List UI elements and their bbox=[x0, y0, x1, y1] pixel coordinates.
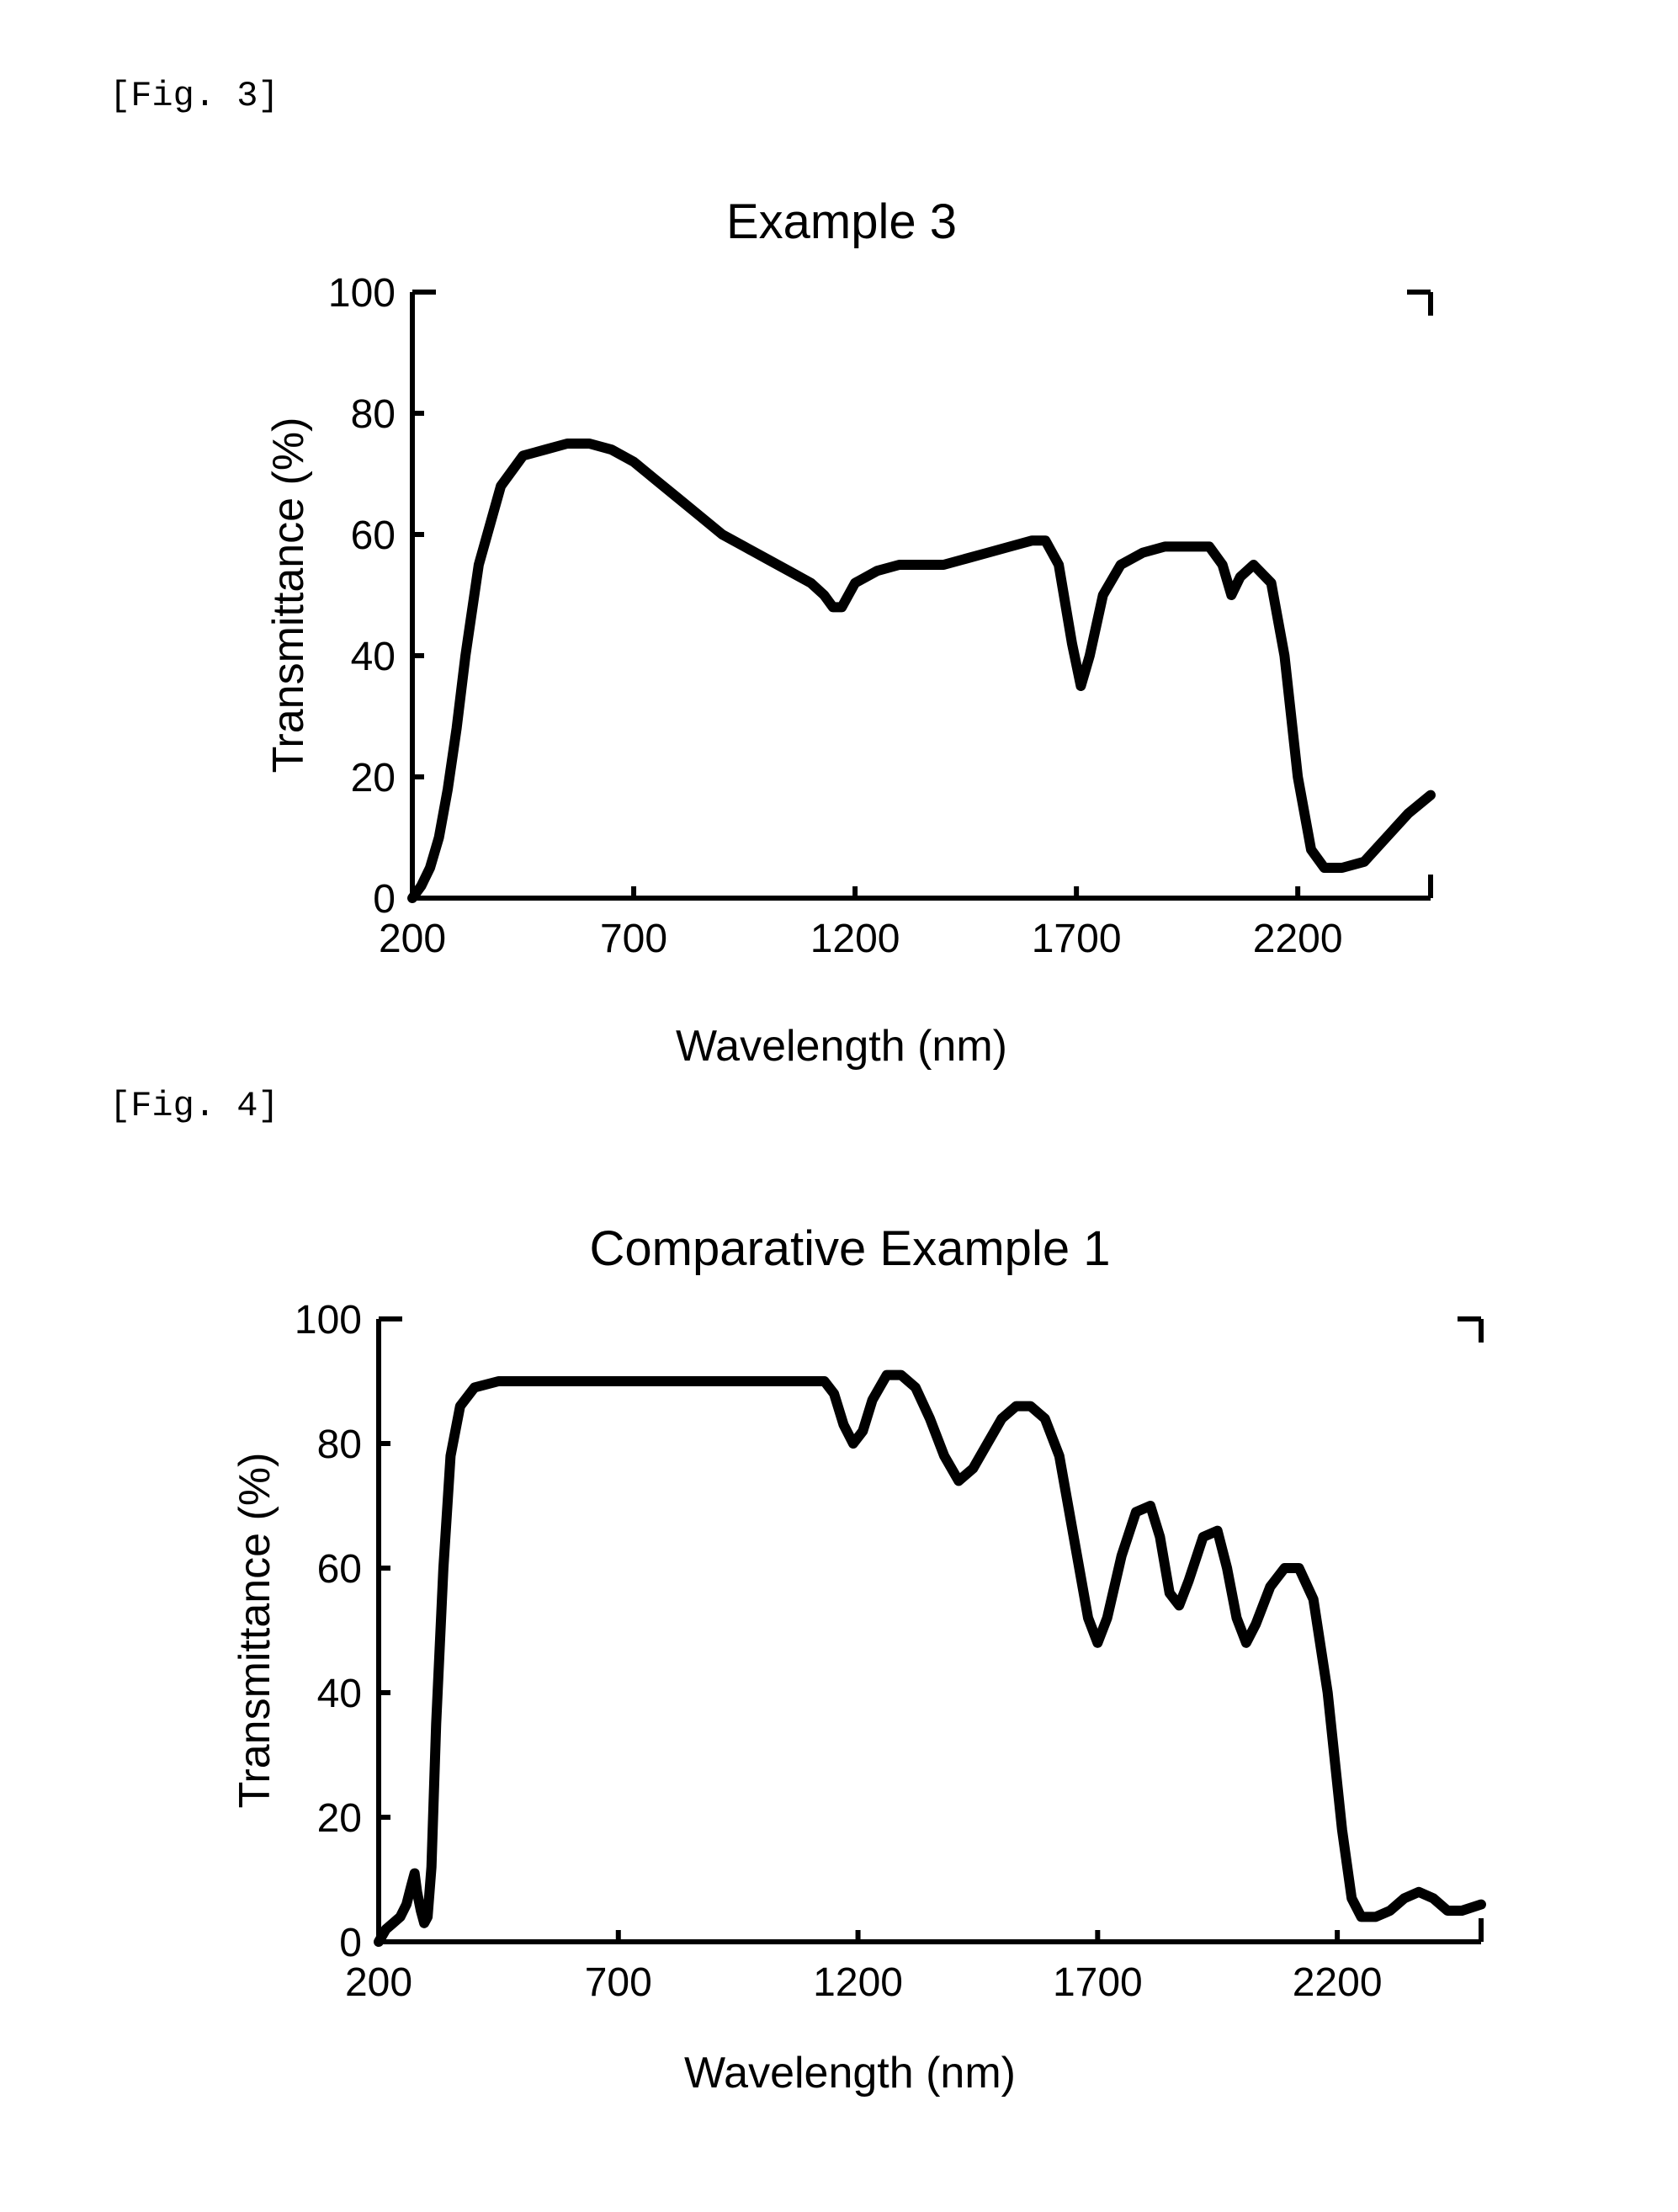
xtick-label: 200 bbox=[345, 1960, 412, 2005]
xtick-label: 2200 bbox=[1253, 917, 1343, 961]
ytick-label: 60 bbox=[317, 1547, 362, 1592]
ytick-label: 100 bbox=[328, 271, 396, 316]
xtick-label: 200 bbox=[379, 917, 446, 961]
chart1-title: Example 3 bbox=[219, 194, 1464, 250]
chart-example3-block: Example 3 0 20 40 60 80 100 200 700 1200 1700 2200… bbox=[219, 194, 1464, 1071]
xtick-label: 2200 bbox=[1293, 1960, 1383, 2005]
ytick-label: 80 bbox=[317, 1422, 362, 1467]
xtick-label: 700 bbox=[585, 1960, 652, 2005]
chart1-svg: 0 20 40 60 80 100 200 700 1200 1700 2200 Transmitta… bbox=[219, 258, 1464, 1016]
ytick-label: 0 bbox=[373, 877, 396, 922]
xtick-label: 1200 bbox=[813, 1960, 903, 2005]
ytick-label: 20 bbox=[317, 1796, 362, 1841]
page-container: [Fig. 3] Example 3 020406080100200700120… bbox=[0, 0, 1678, 2212]
chart2-svg: 0 20 40 60 80 100 200 700 1200 1700 2200 Transmitta… bbox=[185, 1285, 1515, 2043]
data-series-line bbox=[379, 1375, 1481, 1942]
xtick-label: 1700 bbox=[1032, 917, 1122, 961]
ytick-label: 100 bbox=[295, 1298, 362, 1343]
data-series-line bbox=[412, 444, 1431, 898]
chart2-xlabel: Wavelength (nm) bbox=[185, 2048, 1515, 2098]
xtick-label: 1200 bbox=[810, 917, 900, 961]
figure4-label: [Fig. 4] bbox=[109, 1086, 279, 1126]
chart-comp1-block: Comparative Example 1 0 20 40 60 80 100 200 700… bbox=[185, 1220, 1515, 2098]
chart2-title: Comparative Example 1 bbox=[185, 1220, 1515, 1277]
chart1-xlabel: Wavelength (nm) bbox=[219, 1021, 1464, 1071]
ytick-label: 0 bbox=[339, 1921, 362, 1965]
xtick-label: 700 bbox=[600, 917, 667, 961]
figure3-label: [Fig. 3] bbox=[109, 76, 279, 116]
xtick-label: 1700 bbox=[1053, 1960, 1143, 2005]
ytick-label: 40 bbox=[317, 1672, 362, 1716]
chart-ylabel: Transmittance (%) bbox=[264, 417, 313, 774]
ytick-label: 80 bbox=[351, 392, 396, 437]
ytick-label: 20 bbox=[351, 756, 396, 800]
chart-ylabel: Transmittance (%) bbox=[231, 1453, 279, 1809]
ytick-label: 40 bbox=[351, 635, 396, 679]
ytick-label: 60 bbox=[351, 513, 396, 558]
